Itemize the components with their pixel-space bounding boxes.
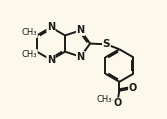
Text: N: N (76, 52, 85, 62)
Text: S: S (103, 39, 110, 49)
Text: CH₃: CH₃ (22, 50, 37, 59)
Text: O: O (114, 98, 122, 108)
Text: N: N (47, 55, 55, 65)
Text: CH₃: CH₃ (97, 95, 113, 104)
Text: N: N (47, 22, 55, 32)
Text: CH₃: CH₃ (22, 28, 37, 37)
Text: O: O (129, 83, 137, 93)
Text: N: N (76, 25, 85, 35)
